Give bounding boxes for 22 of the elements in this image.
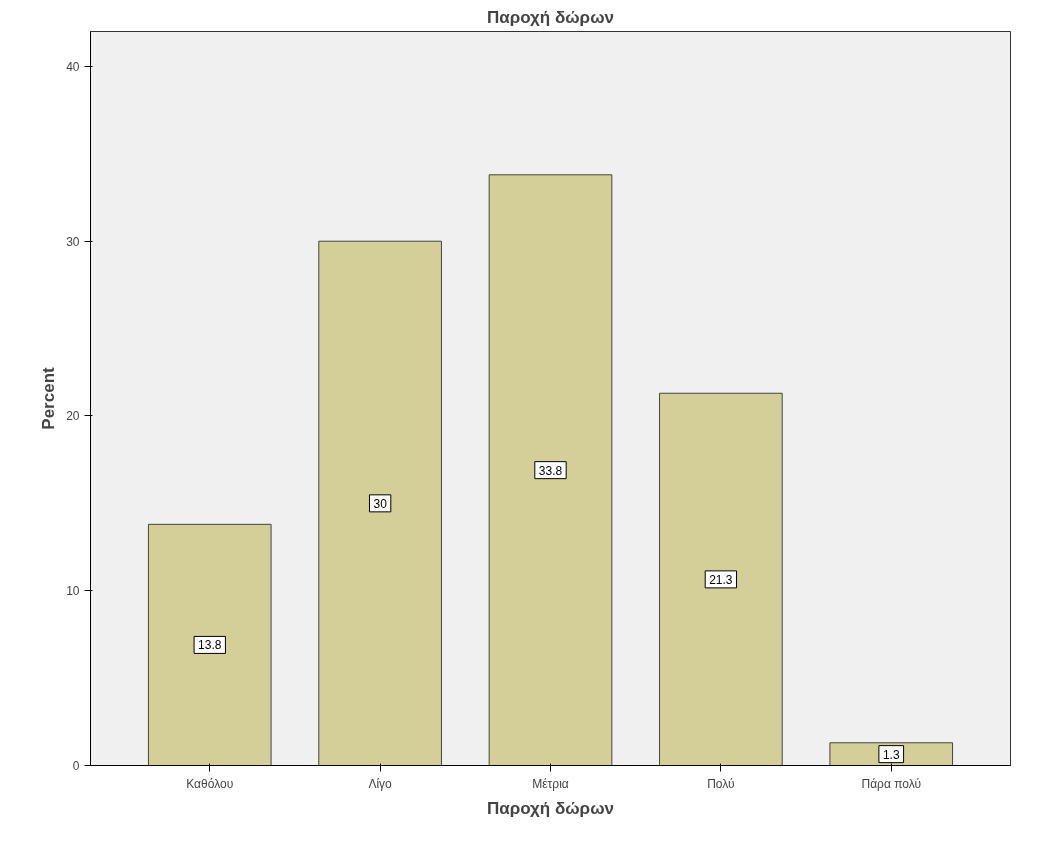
x-tick-label: Λίγο: [368, 776, 393, 791]
y-tick-label: 30: [66, 234, 80, 249]
y-tick-label: 20: [66, 409, 80, 424]
data-label: 30: [373, 496, 388, 511]
data-label: 13.8: [198, 638, 222, 653]
chart-title: Παροχή δώρων: [487, 7, 614, 27]
x-tick-label: Καθόλου: [186, 776, 234, 791]
bar: [659, 392, 783, 766]
y-tick-label: 10: [66, 584, 80, 599]
x-tick-label: Πολύ: [707, 776, 735, 791]
bar: [488, 174, 613, 766]
x-axis-title: Παροχή δώρων: [487, 798, 614, 818]
data-label: 21.3: [709, 572, 733, 587]
x-tick-label: Πάρα πολύ: [861, 776, 922, 791]
data-label: 33.8: [538, 463, 563, 478]
y-tick-label: 40: [66, 59, 80, 74]
y-axis-title: Percent: [39, 366, 59, 430]
x-tick-label: Μέτρια: [532, 776, 569, 791]
bar: [147, 523, 272, 766]
y-tick-label: 0: [72, 759, 80, 773]
data-label: 1.3: [882, 747, 900, 762]
bar: [318, 240, 442, 766]
